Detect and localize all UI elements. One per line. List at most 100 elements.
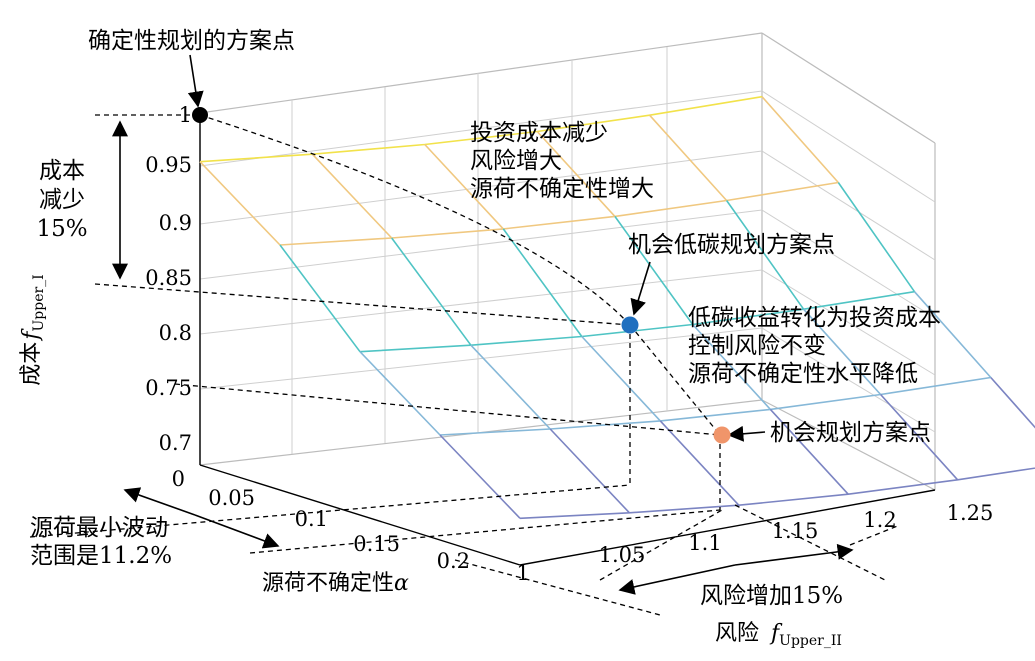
z-tick-label: 0.95 — [145, 153, 192, 177]
surface-column-line — [761, 96, 839, 184]
surface-column-line — [470, 344, 551, 430]
surface-column-line — [391, 237, 472, 346]
plan-point — [192, 107, 208, 123]
guide-alpha-high — [249, 509, 721, 554]
risk-axis-title: 风险 fUpper_II — [715, 621, 842, 649]
guide-alpha-low — [29, 484, 631, 538]
arrow-risk-left — [618, 564, 736, 595]
surface-column-line — [279, 244, 361, 353]
key-points — [192, 107, 731, 444]
trajectory-2 — [629, 324, 721, 436]
plan-point — [621, 316, 639, 334]
surface-column-line — [536, 130, 616, 217]
mid-note: 低碳收益转化为投资成本 控制风险不变 源荷不确定性水平降低 — [688, 305, 941, 387]
point-label-chance: 机会规划方案点 — [770, 420, 931, 446]
top-note: 投资成本减少 风险增大 源荷不确定性增大 — [470, 120, 654, 202]
box-top-back-edge — [199, 32, 763, 114]
surface-column-line — [803, 308, 882, 396]
side-grid — [761, 90, 936, 203]
svg-text:源荷不确定性水平降低: 源荷不确定性水平降低 — [688, 361, 918, 387]
alpha-tick-label: 0.2 — [437, 549, 470, 573]
z-tick-label: 1 — [179, 103, 192, 127]
surface-column-line — [614, 215, 694, 325]
alpha-tick-label: 0.15 — [353, 532, 400, 556]
box-bottom-right-edge — [761, 399, 936, 491]
surface-row-line — [359, 290, 915, 353]
y-axis-line — [199, 464, 521, 566]
min-fluctuation-note: 源荷最小波动 范围是11.2% — [30, 515, 172, 569]
surface-column-line — [311, 153, 393, 239]
surface-row-line — [199, 95, 763, 163]
surface-column-line — [725, 200, 805, 310]
pointer-det — [187, 54, 204, 108]
surface-column-line — [199, 161, 281, 246]
back-grid — [199, 90, 763, 167]
side-grid — [761, 327, 936, 433]
surface-mesh — [199, 95, 1035, 520]
z-axis-title: 成本fUpper_I — [19, 274, 47, 385]
back-grid — [199, 209, 763, 280]
point-label-deterministic: 确定性规划的方案点 — [88, 28, 295, 54]
back-grid — [199, 269, 763, 335]
z-tick-label: 0.9 — [159, 211, 192, 235]
risk-tick-label: 1 — [516, 561, 529, 585]
surface-column-line — [837, 182, 916, 293]
box-top-right-edge — [761, 32, 936, 144]
svg-text:风险增大: 风险增大 — [470, 148, 562, 174]
svg-text:成本fUpper_I: 成本fUpper_I — [19, 274, 47, 385]
pointer-low-carbon — [630, 261, 651, 316]
svg-text:范围是11.2%: 范围是11.2% — [30, 543, 172, 569]
risk-increase-note: 风险增加15% — [700, 583, 843, 609]
surface-column-line — [659, 420, 740, 506]
z-tick-label: 0.7 — [159, 431, 192, 455]
arrow-min-right — [194, 514, 280, 549]
back-grid — [199, 327, 763, 390]
surface-column-line — [439, 434, 521, 519]
surface-row-line — [279, 181, 839, 246]
pointer-chance — [727, 425, 766, 442]
alpha-ticks: 0 0.05 0.1 0.15 0.2 — [172, 467, 470, 573]
svg-text:源荷最小波动: 源荷最小波动 — [30, 515, 168, 541]
svg-text:控制风险不变: 控制风险不变 — [688, 333, 826, 359]
svg-text:减少: 减少 — [39, 187, 85, 213]
guide-risk-low — [599, 509, 723, 581]
svg-text:15%: 15% — [36, 216, 87, 242]
surface-column-line — [880, 393, 959, 481]
point-label-low-carbon: 机会低碳规划方案点 — [628, 232, 835, 258]
guide-lines — [29, 114, 901, 616]
surface-column-line — [502, 228, 583, 337]
surface-column-line — [649, 114, 728, 202]
z-ticks: 0.7 0.75 0.8 0.85 0.9 0.95 1 — [145, 103, 192, 455]
surface-column-line — [549, 428, 630, 514]
arrows — [112, 54, 854, 595]
surface-column-line — [359, 351, 441, 436]
alpha-tick-label: 0 — [172, 467, 185, 491]
risk-tick-label: 1.25 — [947, 501, 994, 525]
back-grid — [199, 150, 763, 225]
risk-tick-label: 1.2 — [863, 508, 896, 532]
risk-tick-label: 1.05 — [599, 543, 646, 567]
side-grid — [761, 150, 936, 261]
side-grid — [761, 269, 936, 376]
arrow-min-left — [123, 487, 196, 516]
z-tick-label: 0.85 — [145, 266, 192, 290]
side-grid — [761, 209, 936, 319]
svg-text:投资成本减少: 投资成本减少 — [470, 120, 608, 146]
surface-row-line — [519, 467, 1035, 520]
alpha-tick-label: 0.1 — [295, 507, 328, 531]
alpha-tick-label: 0.05 — [208, 486, 255, 510]
risk-tick-label: 1.1 — [688, 531, 721, 555]
surface-column-line — [990, 376, 1035, 429]
surface-row-line — [439, 376, 991, 436]
surface-column-line — [424, 143, 504, 230]
arrow-risk-right — [734, 543, 854, 566]
trajectory-1 — [199, 114, 631, 326]
surface-column-line — [769, 408, 849, 495]
z-tick-label: 0.75 — [145, 376, 192, 400]
svg-text:低碳收益转化为投资成本: 低碳收益转化为投资成本 — [688, 305, 941, 331]
cost-reduction-note: 成本 减少 15% — [36, 158, 87, 242]
plan-point — [713, 426, 731, 444]
surface-column-line — [913, 291, 992, 379]
z-tick-label: 0.8 — [159, 321, 192, 345]
